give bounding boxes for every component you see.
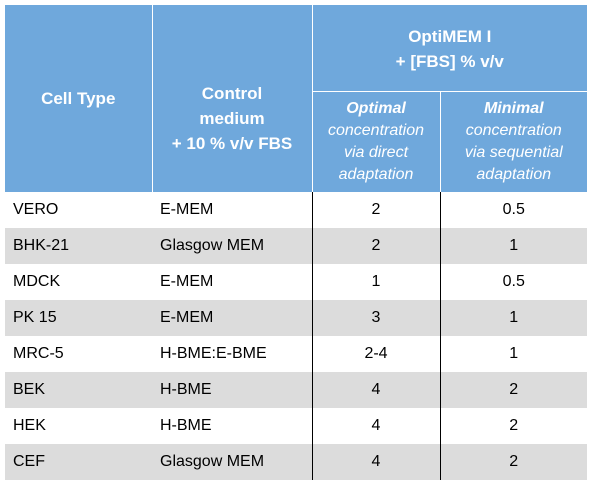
cell-type-value: VERO — [13, 201, 59, 218]
optimal-value: 2-4 — [311, 336, 440, 372]
header-cell-type: Cell Type — [5, 5, 153, 192]
cell-type-value: MDCK — [13, 273, 61, 290]
header-optimal: Optimal concentration via direct adaptat… — [312, 91, 441, 192]
minimal-value: 2 — [439, 408, 588, 444]
minimal-value: 1 — [439, 228, 588, 264]
header-control-medium: Control medium + 10 % v/v FBS — [152, 5, 313, 192]
cell-type-value: MRC-5 — [13, 345, 64, 362]
cell-type-value: HEK — [13, 417, 46, 434]
table-row: MDCK E-MEM 1 0.5 — [5, 264, 588, 300]
cell-media-table: Cell Type Control medium + 10 % v/v FBS … — [5, 5, 588, 480]
header-optimal-title: Optimal — [346, 100, 406, 117]
optimal-value: 4 — [311, 444, 440, 480]
minimal-value: 2 — [439, 372, 588, 408]
control-medium-value: H-BME:E-BME — [160, 345, 267, 362]
header-control-line3: + 10 % v/v FBS — [171, 134, 293, 153]
control-medium-value: Glasgow MEM — [152, 228, 312, 264]
table-header: Cell Type Control medium + 10 % v/v FBS … — [5, 5, 588, 192]
cell-type-value: BEK — [5, 372, 152, 408]
header-control-line2: medium — [199, 109, 265, 128]
table-row: BHK-21 Glasgow MEM 2 1 — [5, 228, 588, 264]
header-optimem-line1: OptiMEM I — [408, 27, 492, 46]
header-minimal: Minimal concentration via sequential ada… — [440, 91, 588, 192]
minimal-value: 2 — [439, 444, 588, 480]
header-minimal-line3: adaptation — [476, 166, 552, 183]
minimal-value: 0.5 — [439, 192, 588, 228]
header-minimal-line2: via sequential — [464, 144, 563, 161]
header-optimem-line2: + [FBS] % v/v — [395, 52, 504, 71]
table-row: MRC-5 H-BME:E-BME 2-4 1 — [5, 336, 588, 372]
control-medium-value: H-BME — [160, 417, 212, 434]
optimal-value: 4 — [311, 408, 440, 444]
table-row: BEK H-BME 4 2 — [5, 372, 588, 408]
table-row: CEF Glasgow MEM 4 2 — [5, 444, 588, 480]
control-medium-value: E-MEM — [152, 300, 312, 336]
header-minimal-title: Minimal — [483, 100, 544, 117]
optimal-value: 2 — [311, 228, 440, 264]
optimal-value: 1 — [311, 264, 440, 300]
header-optimal-line3: adaptation — [338, 166, 414, 183]
control-medium-value: E-MEM — [160, 273, 214, 290]
control-medium-value: H-BME — [152, 372, 312, 408]
table-row: VERO E-MEM 2 0.5 — [5, 192, 588, 228]
optimal-value: 4 — [311, 372, 440, 408]
minimal-value: 0.5 — [439, 264, 588, 300]
control-medium-value: Glasgow MEM — [152, 444, 312, 480]
minimal-value: 1 — [439, 300, 588, 336]
optimal-value: 3 — [311, 300, 440, 336]
header-minimal-line1: concentration — [465, 122, 562, 139]
table-row: PK 15 E-MEM 3 1 — [5, 300, 588, 336]
header-control-line1: Control — [201, 84, 263, 103]
header-optimem: OptiMEM I + [FBS] % v/v — [312, 5, 588, 92]
header-optimal-line2: via direct — [343, 144, 409, 161]
cell-type-value: BHK-21 — [5, 228, 152, 264]
table-row: HEK H-BME 4 2 — [5, 408, 588, 444]
header-optimal-line1: concentration — [327, 122, 425, 139]
minimal-value: 1 — [439, 336, 588, 372]
optimal-value: 2 — [311, 192, 440, 228]
table-body: VERO E-MEM 2 0.5 BHK-21 Glasgow MEM 2 1 … — [5, 192, 588, 480]
cell-type-value: CEF — [5, 444, 152, 480]
cell-type-value: PK 15 — [5, 300, 152, 336]
control-medium-value: E-MEM — [160, 201, 214, 218]
